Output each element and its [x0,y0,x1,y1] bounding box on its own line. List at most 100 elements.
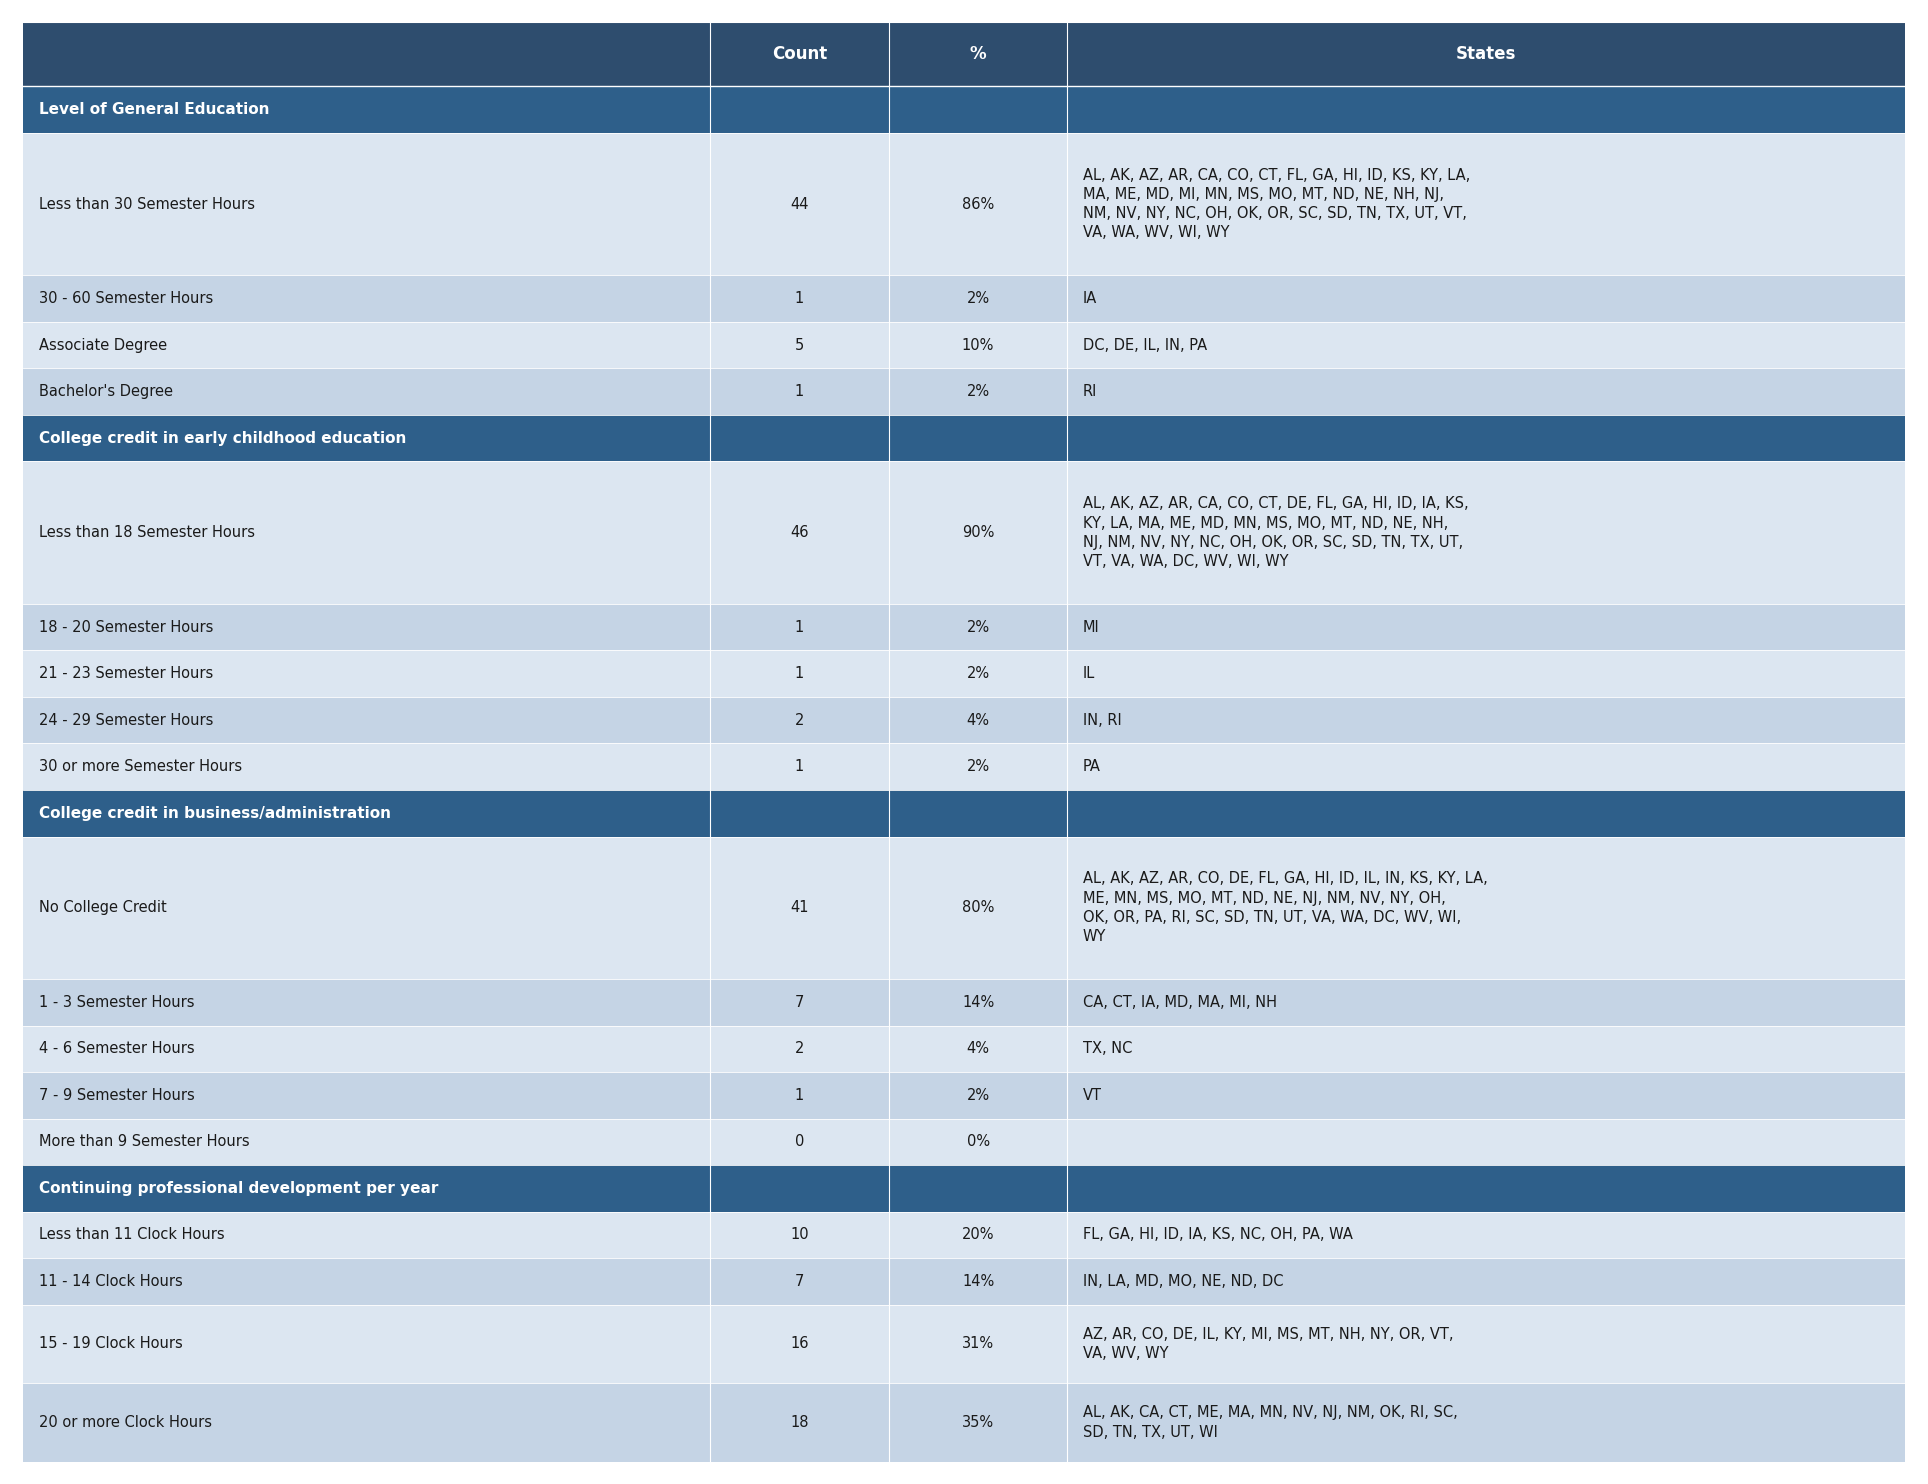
Bar [23,322,1905,368]
Bar [23,697,1905,743]
Bar [23,86,1905,132]
Text: Less than 30 Semester Hours: Less than 30 Semester Hours [39,196,254,212]
Bar [23,604,1905,650]
Bar [23,1258,1905,1304]
Bar [23,132,1905,275]
Text: 21 - 23 Semester Hours: 21 - 23 Semester Hours [39,666,212,681]
Text: 1: 1 [794,666,804,681]
Text: RI: RI [1084,384,1097,399]
Text: 11 - 14 Clock Hours: 11 - 14 Clock Hours [39,1273,183,1290]
Text: 46: 46 [790,525,808,540]
Text: 80%: 80% [962,901,995,916]
Text: %: % [970,45,987,64]
Text: 18 - 20 Semester Hours: 18 - 20 Semester Hours [39,620,212,635]
Text: Associate Degree: Associate Degree [39,337,166,353]
Text: Level of General Education: Level of General Education [39,102,270,117]
Bar [23,1304,1905,1383]
Text: 10%: 10% [962,337,995,353]
Bar [23,650,1905,697]
Text: IL: IL [1084,666,1095,681]
Text: 14%: 14% [962,1273,995,1290]
Bar [23,462,1905,604]
Text: 35%: 35% [962,1414,995,1431]
Text: 0: 0 [794,1134,804,1149]
Text: Continuing professional development per year: Continuing professional development per … [39,1181,438,1196]
Text: More than 9 Semester Hours: More than 9 Semester Hours [39,1134,249,1149]
Text: 2: 2 [794,712,804,727]
Bar [23,416,1905,462]
Text: AZ, AR, CO, DE, IL, KY, MI, MS, MT, NH, NY, OR, VT,
VA, WV, WY: AZ, AR, CO, DE, IL, KY, MI, MS, MT, NH, … [1084,1327,1454,1361]
Text: 2%: 2% [966,760,989,775]
Bar [23,22,1905,86]
Text: 7: 7 [794,994,804,1009]
Text: 4%: 4% [966,712,989,727]
Text: 0%: 0% [966,1134,989,1149]
Text: 1: 1 [794,620,804,635]
Bar [23,837,1905,979]
Text: VT: VT [1084,1088,1103,1103]
Text: 1 - 3 Semester Hours: 1 - 3 Semester Hours [39,994,195,1009]
Text: Count: Count [771,45,827,64]
Text: IN, LA, MD, MO, NE, ND, DC: IN, LA, MD, MO, NE, ND, DC [1084,1273,1284,1290]
Text: Less than 18 Semester Hours: Less than 18 Semester Hours [39,525,254,540]
Text: AL, AK, CA, CT, ME, MA, MN, NV, NJ, NM, OK, RI, SC,
SD, TN, TX, UT, WI: AL, AK, CA, CT, ME, MA, MN, NV, NJ, NM, … [1084,1405,1458,1439]
Text: 44: 44 [790,196,808,212]
Text: 14%: 14% [962,994,995,1009]
Bar [23,743,1905,789]
Text: IA: IA [1084,291,1097,306]
Text: No College Credit: No College Credit [39,901,166,916]
Text: 41: 41 [790,901,808,916]
Text: 10: 10 [790,1227,808,1242]
Bar [23,1383,1905,1462]
Text: 7: 7 [794,1273,804,1290]
Text: 30 - 60 Semester Hours: 30 - 60 Semester Hours [39,291,212,306]
Text: 18: 18 [790,1414,808,1431]
Text: DC, DE, IL, IN, PA: DC, DE, IL, IN, PA [1084,337,1207,353]
Text: 1: 1 [794,291,804,306]
Bar [23,1071,1905,1119]
Text: IN, RI: IN, RI [1084,712,1122,727]
Text: 2%: 2% [966,384,989,399]
Text: TX, NC: TX, NC [1084,1042,1132,1057]
Text: 20%: 20% [962,1227,995,1242]
Text: 30 or more Semester Hours: 30 or more Semester Hours [39,760,241,775]
Text: AL, AK, AZ, AR, CA, CO, CT, DE, FL, GA, HI, ID, IA, KS,
KY, LA, MA, ME, MD, MN, : AL, AK, AZ, AR, CA, CO, CT, DE, FL, GA, … [1084,496,1469,568]
Text: AL, AK, AZ, AR, CO, DE, FL, GA, HI, ID, IL, IN, KS, KY, LA,
ME, MN, MS, MO, MT, : AL, AK, AZ, AR, CO, DE, FL, GA, HI, ID, … [1084,871,1488,944]
Text: CA, CT, IA, MD, MA, MI, NH: CA, CT, IA, MD, MA, MI, NH [1084,994,1276,1009]
Text: 24 - 29 Semester Hours: 24 - 29 Semester Hours [39,712,212,727]
Bar [23,1025,1905,1071]
Text: 1: 1 [794,384,804,399]
Bar [23,789,1905,837]
Text: PA: PA [1084,760,1101,775]
Text: 7 - 9 Semester Hours: 7 - 9 Semester Hours [39,1088,195,1103]
Text: AL, AK, AZ, AR, CA, CO, CT, FL, GA, HI, ID, KS, KY, LA,
MA, ME, MD, MI, MN, MS, : AL, AK, AZ, AR, CA, CO, CT, FL, GA, HI, … [1084,168,1471,240]
Text: 5: 5 [794,337,804,353]
Text: 2: 2 [794,1042,804,1057]
Text: 4%: 4% [966,1042,989,1057]
Text: 2%: 2% [966,1088,989,1103]
Bar [23,1165,1905,1211]
Text: 16: 16 [790,1337,808,1352]
Text: 4 - 6 Semester Hours: 4 - 6 Semester Hours [39,1042,195,1057]
Text: 31%: 31% [962,1337,995,1352]
Text: Less than 11 Clock Hours: Less than 11 Clock Hours [39,1227,224,1242]
Text: 20 or more Clock Hours: 20 or more Clock Hours [39,1414,212,1431]
Bar [23,979,1905,1025]
Bar [23,275,1905,322]
Bar [23,368,1905,416]
Text: 1: 1 [794,1088,804,1103]
Text: 2%: 2% [966,291,989,306]
Text: 2%: 2% [966,620,989,635]
Text: 86%: 86% [962,196,995,212]
Text: 2%: 2% [966,666,989,681]
Text: College credit in business/administration: College credit in business/administratio… [39,806,391,821]
Text: 1: 1 [794,760,804,775]
Text: States: States [1456,45,1515,64]
Text: MI: MI [1084,620,1099,635]
Bar [23,1119,1905,1165]
Text: 15 - 19 Clock Hours: 15 - 19 Clock Hours [39,1337,183,1352]
Text: Bachelor's Degree: Bachelor's Degree [39,384,174,399]
Text: College credit in early childhood education: College credit in early childhood educat… [39,430,407,445]
Text: 90%: 90% [962,525,995,540]
Bar [23,1211,1905,1258]
